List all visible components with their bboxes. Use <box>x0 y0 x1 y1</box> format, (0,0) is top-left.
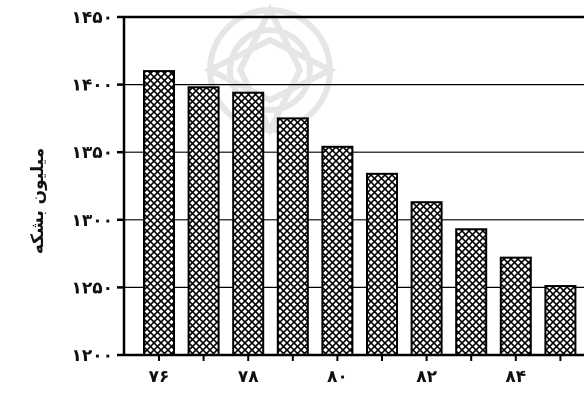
bar <box>143 70 175 357</box>
x-tick-label: ۸۴ <box>505 367 526 387</box>
y-tick-label: ۱۴۰۰ <box>71 76 113 96</box>
x-tick-label: ۷۶ <box>149 367 170 387</box>
bar <box>544 285 577 357</box>
bar <box>232 91 265 356</box>
bar <box>321 145 354 356</box>
x-tick-label: ۷۸ <box>238 367 259 387</box>
y-tick-label: ۱۳۵۰ <box>71 143 113 163</box>
bar <box>276 117 309 357</box>
y-tick-label: ۱۲۰۰ <box>71 346 113 366</box>
y-tick-label: ۱۳۰۰ <box>71 211 113 231</box>
bar <box>366 172 398 356</box>
x-tick-label: ۸۲ <box>416 367 437 387</box>
x-tick-label: ۸۰ <box>327 367 348 387</box>
y-tick-label: ۱۲۵۰ <box>71 278 113 298</box>
y-tick-label: ۱۴۵۰ <box>71 8 113 28</box>
bar <box>499 256 532 357</box>
x-axis-ticks: ۷۶ ۷۸ ۸۰ ۸۲ ۸۴ <box>149 355 562 387</box>
watermark-logo <box>203 3 337 137</box>
y-axis-ticks: ۱۲۰۰ ۱۲۵۰ ۱۳۰۰ ۱۳۵۰ ۱۴۰۰ ۱۴۵۰ <box>71 8 124 366</box>
bar <box>410 201 443 356</box>
bar <box>187 86 220 357</box>
bar <box>455 228 488 357</box>
bars <box>143 70 577 357</box>
y-axis-title: میلیون بشکه <box>28 148 48 254</box>
